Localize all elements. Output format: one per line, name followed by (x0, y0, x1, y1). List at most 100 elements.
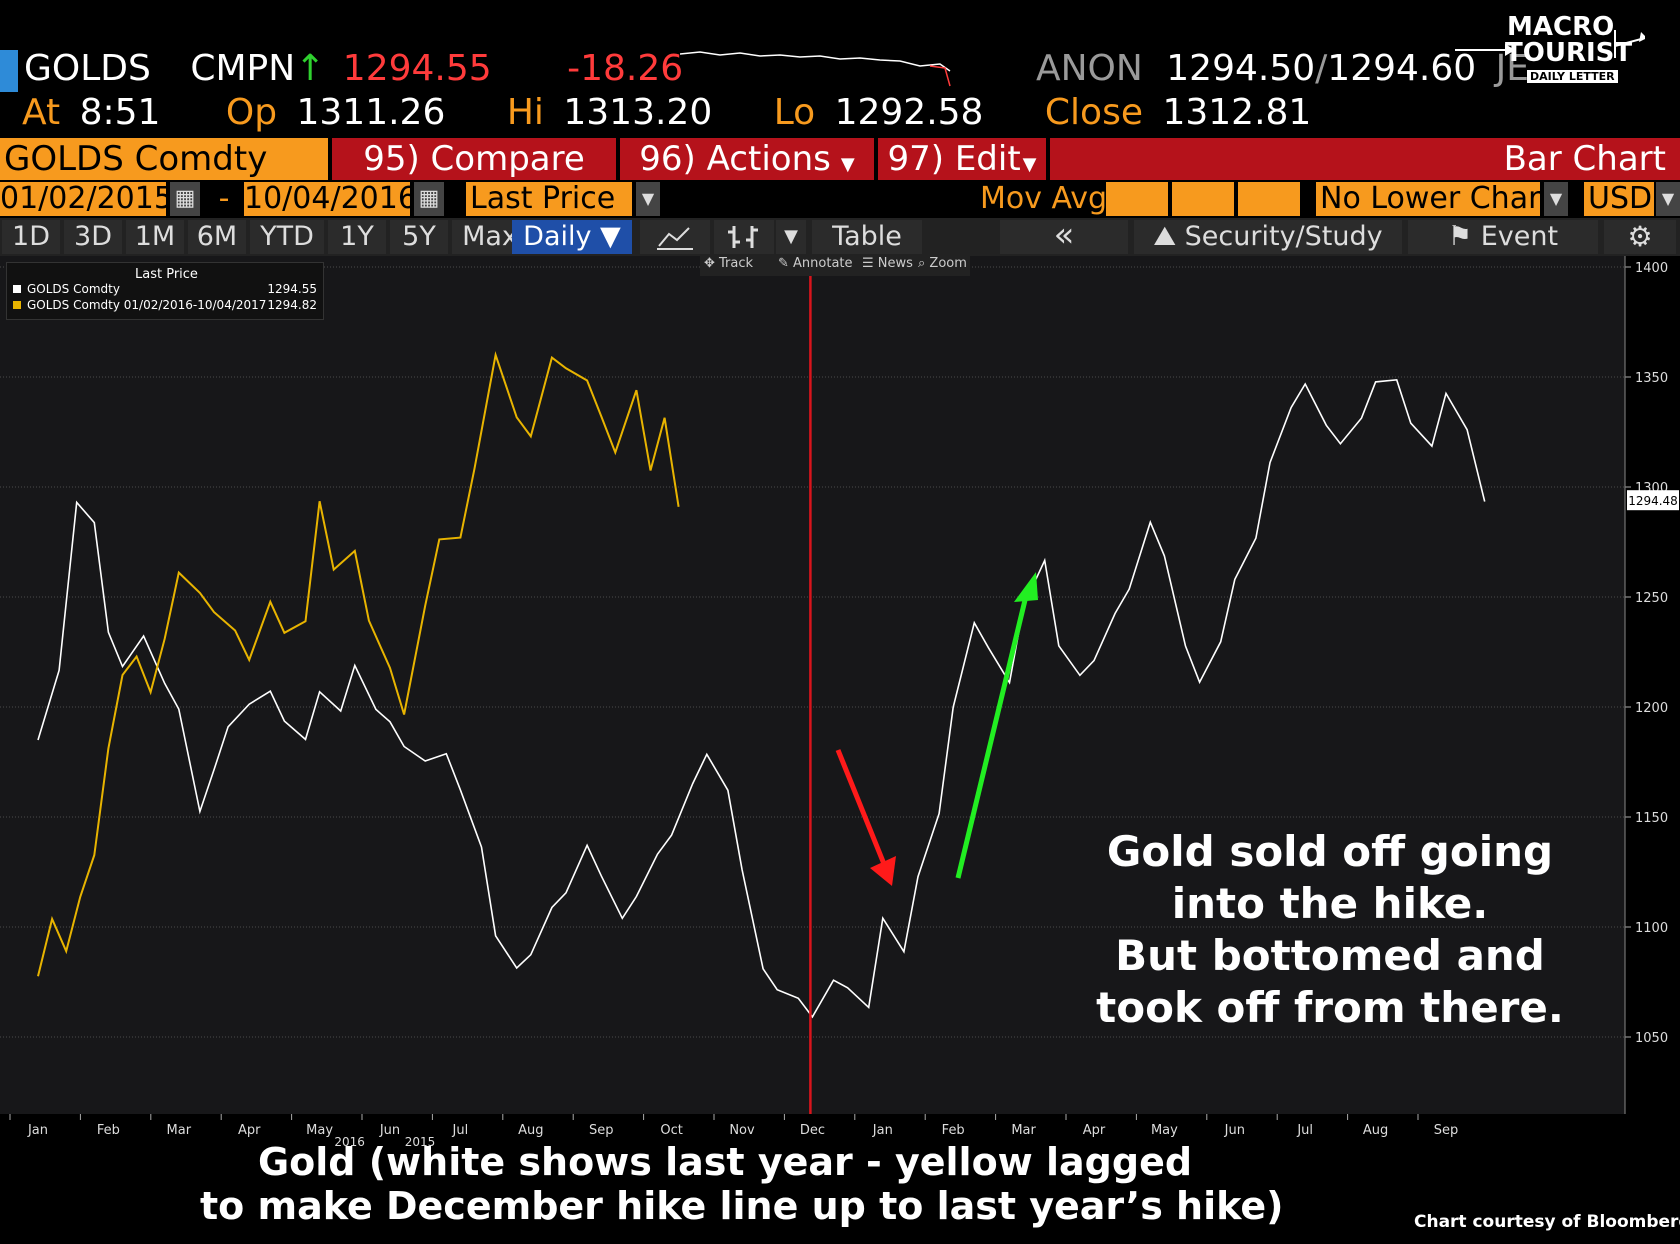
bid-price: 1294.50 (1166, 48, 1316, 89)
legend-series-2-name: GOLDS Comdty 01/02/2016-10/04/2017 (27, 298, 267, 312)
chart-legend: Last Price GOLDS Comdty 1294.55 GOLDS Co… (6, 262, 324, 320)
close-label: Close (1044, 92, 1143, 133)
x-tick-label: Jun (1224, 1123, 1245, 1138)
zoom-label: Zoom (929, 256, 967, 271)
bar-chart-icon[interactable] (714, 220, 774, 254)
mov-avg-input-2[interactable] (1172, 182, 1234, 216)
high-label: Hi (506, 92, 544, 133)
lower-chart-select[interactable]: No Lower Chart (1316, 182, 1552, 216)
x-tick-label: Mar (167, 1123, 192, 1138)
annotate-label: Annotate (793, 256, 853, 271)
period-button-6m[interactable]: 6M (188, 220, 246, 254)
compare-button[interactable]: 95) Compare (332, 138, 616, 180)
year-label: 2015 (405, 1135, 436, 1146)
series-yellow-line (37, 350, 680, 977)
range-dash: - (218, 181, 230, 216)
low-value: 1292.58 (834, 92, 984, 133)
gear-icon[interactable]: ⚙ (1604, 220, 1676, 254)
table-button[interactable]: Table (812, 220, 922, 254)
track-label: Track (719, 256, 754, 271)
x-tick-label: Sep (589, 1123, 614, 1138)
y-tick-label: 1050 (1635, 1031, 1668, 1046)
annotate-tool[interactable]: ✎ Annotate (778, 256, 853, 271)
security-study-button[interactable]: ⛰ Security/Study (1134, 220, 1402, 254)
x-tick-label: Jul (452, 1123, 469, 1138)
actions-button[interactable]: 96) Actions ▼ (620, 138, 874, 180)
period-button-1m[interactable]: 1M (126, 220, 184, 254)
ticker-symbol[interactable]: GOLDS (24, 48, 151, 89)
quote-trail: JE (1495, 48, 1529, 89)
edit-button[interactable]: 97) Edit ▼ (878, 138, 1046, 180)
x-tick-label: Oct (660, 1123, 682, 1138)
chart-style-dropdown-icon[interactable]: ▼ (776, 220, 806, 254)
ask-price: 1294.60 (1327, 48, 1477, 89)
x-tick-label: Feb (942, 1123, 965, 1138)
currency-select[interactable]: USD (1584, 182, 1654, 216)
y-axis-panel (1625, 256, 1680, 1114)
menu-bar: GOLDS Comdty 95) Compare 96) Actions ▼ 97… (0, 138, 1680, 180)
mov-avg-input-1[interactable] (1106, 182, 1168, 216)
x-tick-label: May (1151, 1123, 1178, 1138)
frequency-select[interactable]: Daily ▼ (512, 220, 632, 254)
caption-line-1: Gold (white shows last year - yellow lag… (257, 1140, 1193, 1184)
up-arrow-icon: ↑ (295, 48, 326, 89)
news-tool[interactable]: ☰ News (862, 256, 913, 271)
last-value-label: 1294.48 (1628, 494, 1678, 508)
at-time: 8:51 (79, 92, 161, 133)
chart-type-label[interactable]: Bar Chart (1050, 138, 1680, 180)
security-field[interactable]: GOLDS Comdty (0, 138, 328, 180)
x-tick-label: Jan (872, 1123, 893, 1138)
track-tool[interactable]: ✥ Track (704, 256, 754, 271)
line-chart-icon[interactable] (640, 220, 710, 254)
period-button-ytd[interactable]: YTD (250, 220, 324, 254)
x-tick-label: Feb (97, 1123, 120, 1138)
actions-label: 96) Actions (639, 139, 831, 179)
end-date-input[interactable]: 10/04/2016 (244, 181, 417, 216)
annotation-line-3: But bottomed and (1115, 931, 1545, 980)
period-button-1y[interactable]: 1Y (328, 220, 386, 254)
close-value: 1312.81 (1162, 92, 1312, 133)
lower-chart-dropdown-icon[interactable]: ▼ (1544, 182, 1568, 216)
period-button-3d[interactable]: 3D (64, 220, 122, 254)
ohlc-row: At 8:51 Op 1311.26 Hi 1313.20 Lo 1292.58… (22, 92, 1311, 133)
field-dropdown-icon[interactable]: ▼ (636, 182, 660, 216)
green-arrowhead-icon (1014, 572, 1038, 602)
legend-series-1-name: GOLDS Comdty (27, 282, 120, 296)
legend-swatch-white (13, 285, 21, 293)
open-value: 1311.26 (296, 92, 446, 133)
currency-dropdown-icon[interactable]: ▼ (1656, 182, 1680, 216)
y-tick-label: 1150 (1635, 811, 1668, 826)
actions-dropdown-icon: ▼ (840, 154, 855, 175)
net-change: -18.26 (567, 48, 684, 89)
collapse-button[interactable]: « (1000, 218, 1128, 254)
start-date-input[interactable]: 01/02/2015 (0, 181, 173, 216)
range-bar: 01/02/2015 ▦ - 10/04/2016 ▦ Last Price ▼… (0, 180, 1680, 218)
y-tick-label: 1100 (1635, 921, 1668, 936)
chart-credit: Chart courtesy of Bloomberg (1414, 1212, 1680, 1232)
event-button[interactable]: ⚑ Event (1408, 220, 1598, 254)
x-axis-panel (0, 1114, 1680, 1146)
end-calendar-icon[interactable]: ▦ (414, 182, 444, 216)
field-select[interactable]: Last Price (466, 182, 632, 216)
quote-row: ANON 1294.50/1294.60 JE (1036, 48, 1529, 89)
annotation-line-4: took off from there. (1096, 983, 1564, 1032)
quote-source: ANON (1036, 48, 1143, 89)
legend-title: Last Price (135, 267, 198, 282)
news-label: News (877, 256, 913, 271)
x-tick-label: Apr (1083, 1123, 1106, 1138)
period-button-5y[interactable]: 5Y (390, 220, 448, 254)
period-button-1d[interactable]: 1D (2, 220, 60, 254)
edit-dropdown-icon: ▼ (1022, 154, 1037, 175)
x-tick-label: Mar (1011, 1123, 1036, 1138)
at-label: At (22, 92, 61, 133)
chart-tools: ✥ Track ✎ Annotate ☰ News ⌕ Zoom (700, 256, 970, 276)
x-tick-label: Dec (800, 1123, 825, 1138)
legend-series-1-value: 1294.55 (267, 282, 317, 296)
macro-tourist-logo: MACRO TOURIST DAILY LETTER (1455, 8, 1645, 88)
mov-avg-input-3[interactable] (1238, 182, 1300, 216)
x-tick-label: Sep (1434, 1123, 1459, 1138)
y-tick-label: 1200 (1635, 701, 1668, 716)
zoom-tool[interactable]: ⌕ Zoom (918, 256, 967, 271)
start-calendar-icon[interactable]: ▦ (170, 182, 200, 216)
study-icon: ⛰ (1153, 221, 1177, 252)
